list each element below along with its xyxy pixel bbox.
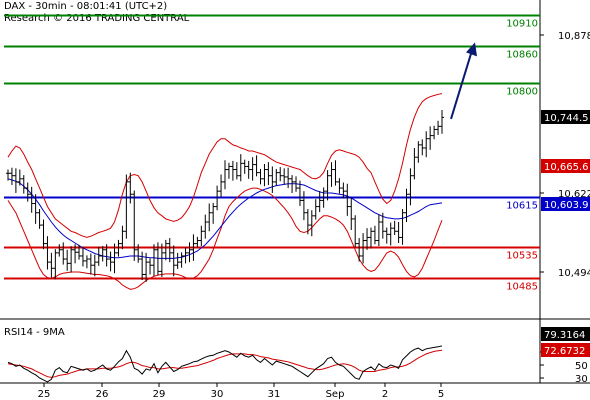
time-tick-label: Sep <box>326 389 345 400</box>
price-tick-label: 10,622 <box>558 189 590 200</box>
price-value-tag-label: 10,603.9 <box>544 200 589 211</box>
rsi-value-tag <box>541 343 590 357</box>
rsi-value-tag <box>541 327 590 341</box>
rsi-title: RSI14 - 9MA <box>4 327 65 338</box>
resistance-level-label: 10800 <box>506 87 538 98</box>
time-tick-label: 30 <box>211 389 224 400</box>
time-tick-label: 31 <box>268 389 281 400</box>
price-panel: 10910 10860 10800 10615 10535 10485 10,878 10,6… <box>0 0 590 383</box>
time-tick-label: 26 <box>96 389 109 400</box>
time-tick-label: 29 <box>153 389 166 400</box>
bollinger-upper-line <box>7 93 443 238</box>
resistance-level-label: 10910 <box>506 19 538 30</box>
price-tick-label: 10,878 <box>558 31 590 42</box>
moving-average-line <box>7 178 443 259</box>
rsi-value-tag-label: 79.3164 <box>544 330 585 341</box>
resistance-level-label: 10860 <box>506 50 538 61</box>
rsi-tick-label: 50 <box>575 361 588 372</box>
pivot-level-label: 10615 <box>506 201 538 212</box>
support-level-label: 10535 <box>506 251 538 262</box>
forecast-arrow-line <box>450 50 473 120</box>
copyright-notice: Research © 2016 TRADING CENTRAL <box>4 13 190 24</box>
price-value-tag-label: 10,665.6 <box>544 162 589 173</box>
support-level-label: 10485 <box>506 282 538 293</box>
price-tick-label: 10,494 <box>558 268 590 279</box>
time-tick-label: 25 <box>38 389 51 400</box>
price-value-tag-label: 10,744.5 <box>544 113 589 124</box>
time-tick-label: 5 <box>438 389 444 400</box>
time-axis: 25 26 29 30 31 Sep 2 5 <box>0 382 590 400</box>
price-value-tag <box>541 110 590 124</box>
rsi-ma-line <box>7 349 443 378</box>
forecast-arrow-head <box>466 42 477 57</box>
bollinger-lower-line <box>7 187 443 290</box>
time-tick-label: 2 <box>382 389 388 400</box>
price-value-tag <box>541 197 590 211</box>
price-value-tag <box>541 159 590 173</box>
rsi-tick-label: 30 <box>575 374 588 385</box>
price-bars <box>6 109 444 282</box>
rsi-value-tag-label: 72.6732 <box>544 346 585 357</box>
rsi-line <box>7 345 443 383</box>
chart-title: DAX - 30min - 08:01:41 (UTC+2) <box>4 1 168 12</box>
